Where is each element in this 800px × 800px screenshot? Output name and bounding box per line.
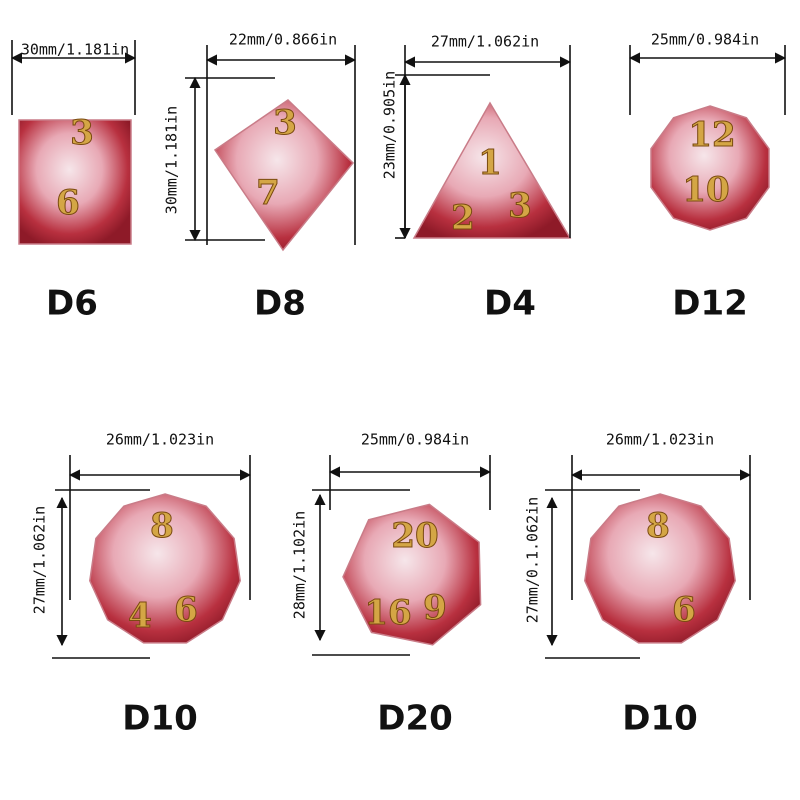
- die-name: D20: [377, 699, 453, 739]
- width-label: 30mm/1.181in: [21, 41, 129, 59]
- die-name: D10: [122, 699, 198, 739]
- die-face-number: 1: [478, 143, 502, 183]
- width-label: 27mm/1.062in: [431, 33, 539, 51]
- die: [213, 99, 355, 252]
- die-face-number: 9: [423, 588, 447, 628]
- die-name: D4: [484, 284, 536, 324]
- die-face-number: 20: [391, 516, 438, 556]
- die-face-number: 3: [70, 113, 94, 153]
- die-face-number: 6: [174, 590, 198, 630]
- die-name: D12: [672, 284, 748, 324]
- die: [412, 101, 572, 239]
- die: [342, 503, 482, 646]
- die-name: D10: [622, 699, 698, 739]
- die-face-number: 16: [364, 593, 411, 633]
- height-label: 30mm/1.181in: [163, 106, 181, 214]
- die-face-number: 8: [150, 506, 174, 546]
- width-label: 26mm/1.023in: [106, 431, 214, 449]
- die-face-number: 3: [273, 103, 297, 143]
- die: [650, 105, 770, 231]
- die-name: D8: [254, 284, 306, 324]
- die-face-number: 7: [256, 173, 280, 213]
- width-label: 25mm/0.984in: [651, 31, 759, 49]
- width-label: 22mm/0.866in: [229, 31, 337, 49]
- width-label: 25mm/0.984in: [361, 431, 469, 449]
- die-face-number: 8: [646, 506, 670, 546]
- height-label: 28mm/1.102in: [291, 511, 309, 619]
- height-label: 27mm/0.1.062in: [524, 497, 542, 623]
- die-face-number: 4: [128, 596, 152, 636]
- die-face-number: 6: [56, 183, 80, 223]
- die-face-number: 12: [688, 115, 735, 155]
- die-face-number: 10: [682, 170, 729, 210]
- die-face-number: 3: [508, 186, 532, 226]
- die-face-number: 6: [672, 590, 696, 630]
- die-name: D6: [46, 284, 98, 324]
- die: [18, 119, 132, 245]
- width-label: 26mm/1.023in: [606, 431, 714, 449]
- die: [584, 493, 736, 644]
- die-face-number: 2: [451, 198, 475, 238]
- height-label: 27mm/1.062in: [31, 506, 49, 614]
- height-label: 23mm/0.905in: [381, 71, 399, 179]
- die: [89, 493, 241, 644]
